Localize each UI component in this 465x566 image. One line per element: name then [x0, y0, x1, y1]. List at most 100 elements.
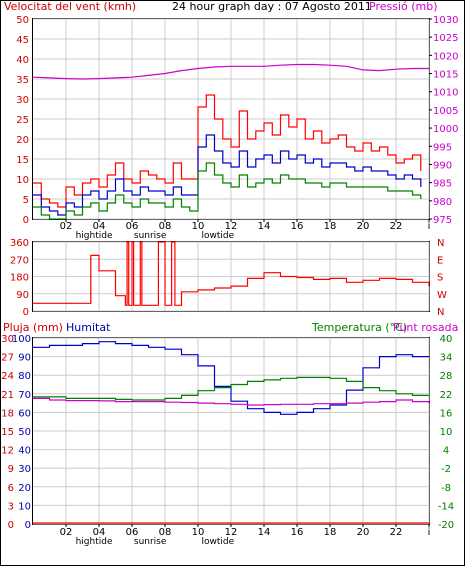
- humidity-tick-label: 100: [12, 334, 31, 345]
- compass-label: N: [437, 238, 444, 249]
- direction-axis: 0 90 180 270 360: [10, 238, 29, 318]
- rain-tick-label: 0: [8, 520, 14, 531]
- direction-tick-label: 360: [10, 238, 29, 249]
- pressure-tick-label: 1020: [433, 51, 458, 62]
- x-tick-label: 08: [159, 527, 172, 538]
- wind-speed-tick-label: 20: [16, 135, 29, 146]
- direction-tick-label: 180: [10, 273, 29, 284]
- humidity-tick-label: 50: [18, 427, 31, 438]
- x-tick-label: 12: [225, 221, 238, 232]
- x-tick-label: 10: [192, 221, 205, 232]
- wind-x-axis: 02 04 06 08 10 12 14 16 18 20 22 i hightide sunrise lo…: [60, 219, 430, 241]
- humidity-tick-label: 0: [25, 520, 31, 531]
- series-direction-line: [33, 241, 430, 306]
- x-tick-label: 08: [159, 221, 172, 232]
- humidity-tick-label: 80: [18, 371, 31, 382]
- pressure-tick-label: 1000: [433, 124, 458, 135]
- x-tick-label: i: [428, 527, 431, 538]
- x-tick-label: 06: [126, 527, 139, 538]
- x-tick-label: 22: [390, 527, 403, 538]
- wind-speed-tick-label: 25: [16, 115, 29, 126]
- event-label-sunrise: sunrise: [134, 537, 167, 547]
- series-dewpoint-line: [33, 397, 430, 406]
- rain-tick-label: 12: [1, 446, 14, 457]
- rain-tick-label: 15: [1, 427, 14, 438]
- humidity-tick-label: 40: [18, 446, 31, 457]
- pressure-tick-label: 975: [433, 215, 452, 226]
- rain-tick-label: 21: [1, 390, 14, 401]
- rain-tick-label: 9: [8, 464, 14, 475]
- wind-speed-axis: 0 5 10 15 20 25 30 35 40 45 50: [16, 15, 29, 226]
- temperature-tick-label: 16: [440, 408, 453, 419]
- pressure-tick-label: 1010: [433, 88, 458, 99]
- x-tick-label: 14: [258, 221, 271, 232]
- wind-speed-tick-label: 30: [16, 95, 29, 106]
- x-tick-label: 12: [225, 527, 238, 538]
- wind-speed-tick-label: 0: [23, 215, 29, 226]
- pressure-tick-label: 995: [433, 142, 452, 153]
- x-tick-label: 02: [60, 527, 73, 538]
- x-tick-label: 02: [60, 221, 73, 232]
- x-tick-label: 18: [324, 527, 337, 538]
- temperature-tick-label: 4: [443, 446, 449, 457]
- x-tick-label: 06: [126, 221, 139, 232]
- graph-date-title: 24 hour graph day : 07 Agosto 2011: [172, 0, 372, 13]
- event-label-lowtide: lowtide: [201, 231, 234, 241]
- pressure-title: Pressió (mb): [369, 0, 438, 13]
- series-temperature-line: [33, 376, 429, 401]
- direction-tick-label: 90: [16, 290, 29, 301]
- pressure-tick-label: 1025: [433, 33, 458, 44]
- pressure-tick-label: 990: [433, 160, 452, 171]
- humidity-tick-label: 30: [18, 464, 31, 475]
- rain-tick-label: 3: [8, 501, 14, 512]
- direction-tick-label: 270: [10, 255, 29, 266]
- rain-tick-label: 27: [1, 353, 14, 364]
- compass-label: N: [437, 307, 444, 318]
- humidity-tick-label: 10: [18, 501, 31, 512]
- wind-speed-tick-label: 35: [16, 75, 29, 86]
- rain-tick-label: 6: [8, 483, 14, 494]
- wind-speed-tick-label: 5: [23, 195, 29, 206]
- humidity-label: Humitat: [66, 321, 111, 334]
- wind-speed-title: Velocitat del vent (kmh): [4, 0, 136, 13]
- pressure-tick-label: 1005: [433, 106, 458, 117]
- temperature-tick-label: 22: [440, 390, 453, 401]
- event-label-lowtide: lowtide: [201, 537, 234, 547]
- event-label-sunrise: sunrise: [134, 231, 167, 241]
- wind-speed-tick-label: 10: [16, 175, 29, 186]
- event-label-hightide: hightide: [76, 231, 113, 241]
- humidity-temperature-series: [33, 341, 430, 524]
- rain-tick-label: 30: [1, 334, 14, 345]
- temperature-tick-label: -14: [438, 501, 454, 512]
- pressure-tick-label: 1030: [433, 15, 458, 26]
- temperature-tick-label: -2: [441, 464, 451, 475]
- x-tick-label: 14: [258, 527, 271, 538]
- x-tick-label: 20: [357, 527, 370, 538]
- x-tick-label: 16: [291, 221, 304, 232]
- temperature-tick-label: -8: [441, 483, 451, 494]
- temperature-label: Temperatura (°C): [311, 321, 407, 334]
- series-gust-line: [33, 94, 422, 208]
- series-average-line: [33, 134, 422, 216]
- temperature-tick-label: 28: [440, 371, 453, 382]
- compass-label: W: [437, 290, 447, 301]
- x-tick-label: 18: [324, 221, 337, 232]
- dewpoint-label: Punt rosada: [393, 321, 458, 334]
- wind-speed-tick-label: 40: [16, 55, 29, 66]
- rain-tick-label: 18: [1, 408, 14, 419]
- wind-speed-tick-label: 15: [16, 155, 29, 166]
- x-tick-label: 16: [291, 527, 304, 538]
- direction-tick-label: 0: [23, 307, 29, 318]
- wind-series: [32, 63, 429, 220]
- humidity-tick-label: 60: [18, 408, 31, 419]
- temperature-axis: -20 -14 -8 -2 4 10 16 22 28 34 40: [438, 334, 454, 531]
- rain-tick-label: 24: [1, 371, 14, 382]
- humidity-tick-label: 90: [18, 353, 31, 364]
- temperature-tick-label: -20: [438, 520, 454, 531]
- temperature-tick-label: 40: [440, 334, 453, 345]
- x-tick-label: 20: [357, 221, 370, 232]
